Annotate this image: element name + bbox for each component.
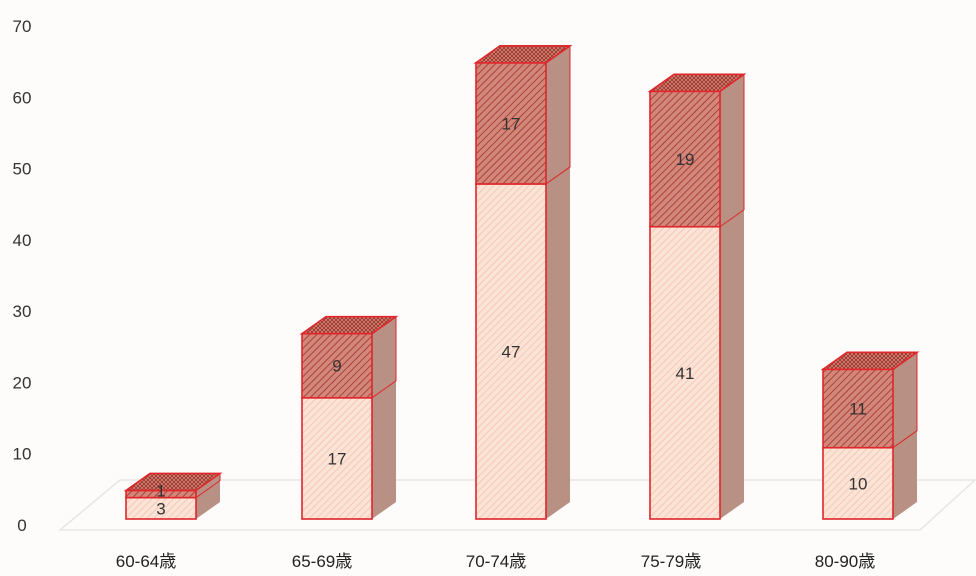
bar-segment-1-5: 10 xyxy=(822,430,917,520)
bar-top-face xyxy=(647,73,747,93)
data-label: 1 xyxy=(156,481,165,500)
x-category-label: 60-64歳 xyxy=(116,552,176,571)
bar-segment-2-2: 9 xyxy=(299,315,399,399)
x-category-label: 80-90歳 xyxy=(815,552,875,571)
y-tick-label: 30 xyxy=(13,302,32,321)
bar-front-face xyxy=(822,368,894,449)
bar-segment-2-5: 11 xyxy=(820,351,920,449)
bar-segment-2-4: 19 xyxy=(647,73,747,228)
bar-front-face xyxy=(475,61,547,185)
bar-segment-1-2: 17 xyxy=(301,380,396,520)
bar-top-face xyxy=(123,472,223,492)
data-label: 17 xyxy=(502,114,521,133)
bar-side-face xyxy=(546,166,570,519)
data-label: 11 xyxy=(849,400,867,419)
y-axis: 0 10 20 30 40 50 60 70 xyxy=(13,17,32,535)
bar-top-face xyxy=(473,44,573,64)
chart-floor xyxy=(57,479,976,531)
bar-side-face xyxy=(719,73,745,228)
category-axis: 60-64歳 65-69歳 70-74歳 75-79歳 80-90歳 xyxy=(116,552,875,571)
bar-side-face xyxy=(372,380,396,519)
y-tick-label: 20 xyxy=(13,373,32,392)
bar-front-face xyxy=(301,397,373,520)
x-category-label: 70-74歳 xyxy=(466,552,526,571)
y-tick-label: 60 xyxy=(13,88,32,107)
data-label: 17 xyxy=(328,449,347,468)
bar-front-face xyxy=(822,446,894,520)
data-label: 10 xyxy=(849,474,868,493)
y-tick-label: 50 xyxy=(13,160,32,179)
bar-segment-1-3: 47 xyxy=(475,166,570,520)
y-tick-label: 10 xyxy=(13,445,32,464)
data-label: 19 xyxy=(676,150,695,169)
bar-side-face xyxy=(893,430,917,519)
x-category-label: 65-69歳 xyxy=(292,552,352,571)
bar-side-face xyxy=(196,480,220,519)
bar-top-face xyxy=(299,315,399,335)
bar-front-face xyxy=(649,90,721,228)
bar-front-face xyxy=(649,225,721,520)
bar-side-face xyxy=(545,44,571,185)
y-tick-label: 0 xyxy=(17,516,26,535)
y-tick-label: 70 xyxy=(13,17,32,36)
bar-segment-2-3: 17 xyxy=(473,44,573,185)
data-label: 41 xyxy=(676,364,695,383)
data-label: 9 xyxy=(332,357,341,376)
bars: 31 17 9 47 17 41 19 10 11 xyxy=(123,44,920,520)
bar-segment-2-1: 1 xyxy=(123,472,223,500)
data-label: 3 xyxy=(156,499,165,518)
bar-segment-1-4: 41 xyxy=(649,209,744,520)
floor-plane xyxy=(57,479,976,531)
bar-top-face xyxy=(820,351,920,371)
bar-side-face xyxy=(720,209,744,519)
data-label: 47 xyxy=(502,342,521,361)
bar-front-face xyxy=(475,183,547,520)
x-category-label: 75-79歳 xyxy=(641,552,701,571)
y-tick-label: 40 xyxy=(13,231,32,250)
